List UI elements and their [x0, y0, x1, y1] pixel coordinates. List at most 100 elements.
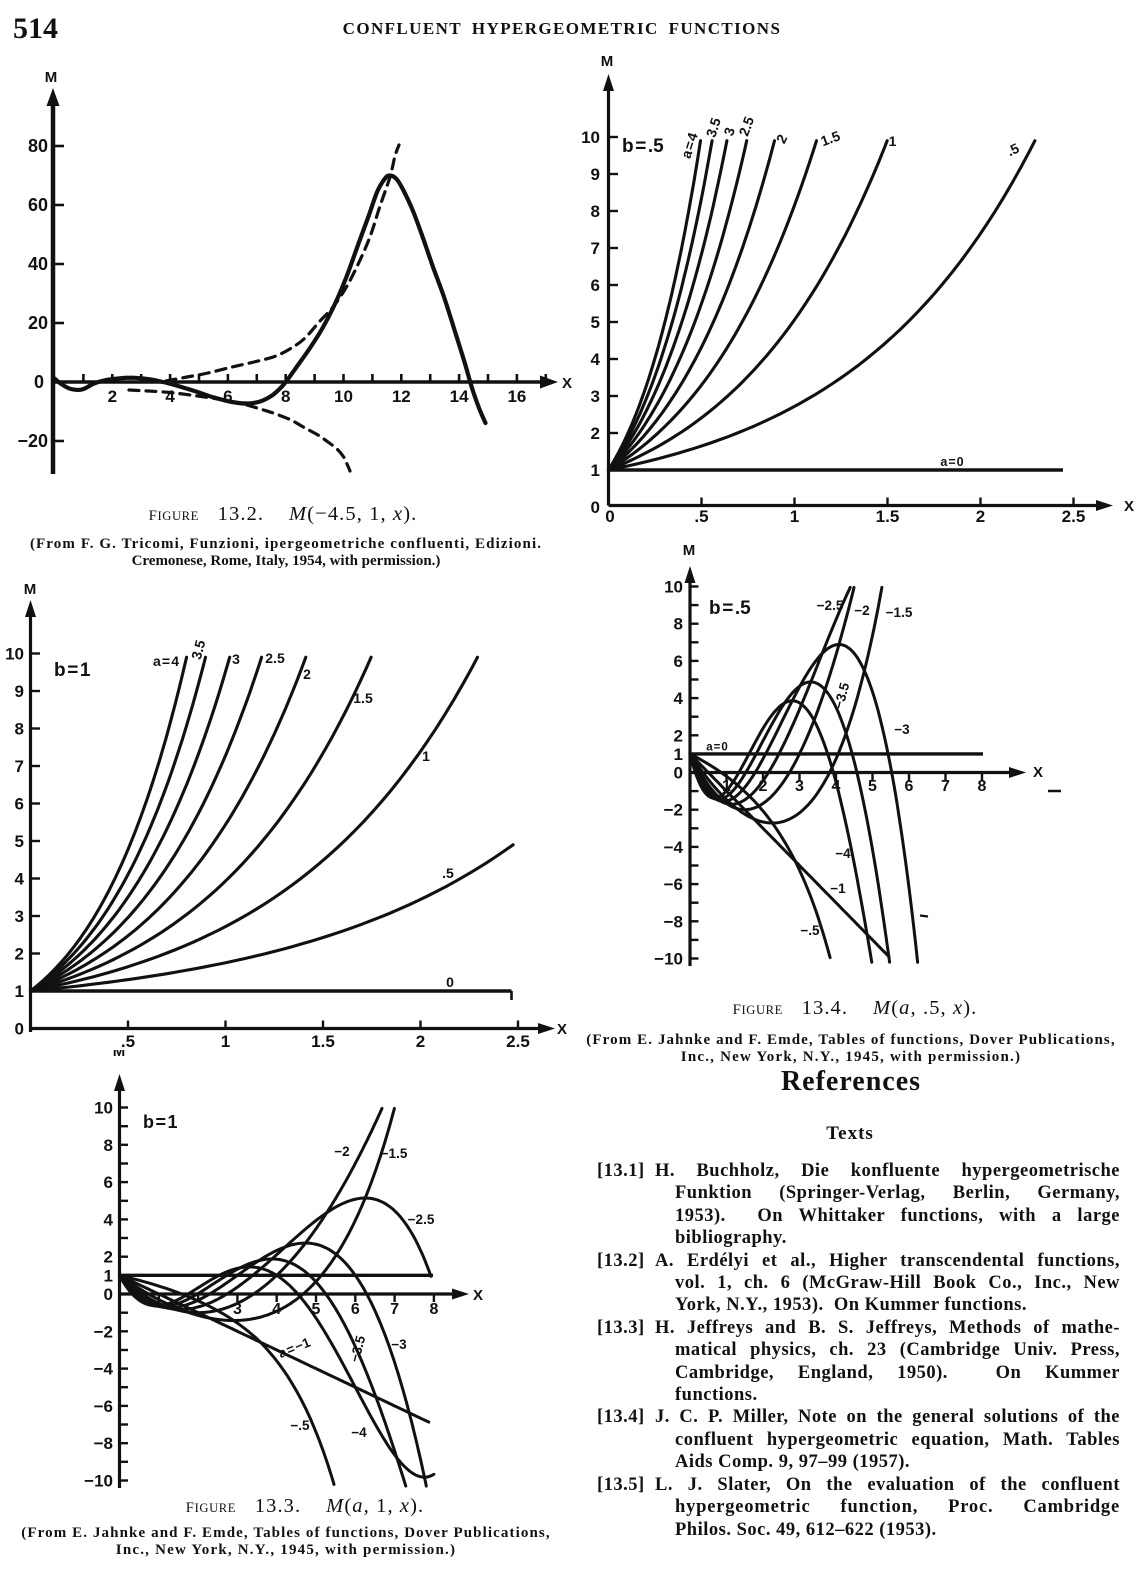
svg-text:b = 1: b = 1	[143, 1112, 178, 1132]
svg-text:−6: −6	[664, 875, 683, 894]
svg-text:X: X	[1033, 764, 1043, 781]
svg-text:1: 1	[591, 461, 600, 480]
svg-text:−8: −8	[664, 912, 683, 931]
svg-text:−2.5: −2.5	[408, 1212, 435, 1227]
svg-text:2: 2	[15, 945, 24, 964]
svg-text:2: 2	[759, 778, 768, 795]
svg-text:a = 0: a = 0	[940, 455, 963, 469]
svg-text:7: 7	[591, 239, 600, 258]
svg-text:b = 1: b = 1	[54, 660, 91, 681]
svg-text:14: 14	[450, 387, 469, 406]
svg-text:4: 4	[591, 350, 601, 369]
svg-text:0: 0	[104, 1285, 113, 1304]
svg-text:10: 10	[94, 1099, 113, 1118]
svg-text:3: 3	[591, 387, 600, 406]
svg-text:−10: −10	[84, 1472, 113, 1491]
svg-text:7: 7	[941, 778, 950, 795]
svg-text:8: 8	[15, 720, 24, 739]
svg-text:10: 10	[581, 128, 600, 147]
svg-text:−2.5: −2.5	[817, 598, 844, 613]
svg-text:a = 4: a = 4	[153, 653, 179, 669]
svg-text:2: 2	[303, 666, 311, 682]
svg-text:6: 6	[674, 652, 683, 671]
svg-text:2.5: 2.5	[735, 114, 757, 138]
svg-text:−2: −2	[334, 1144, 349, 1159]
svg-text:8: 8	[591, 202, 600, 221]
svg-text:80: 80	[28, 136, 48, 156]
svg-text:2: 2	[108, 387, 117, 406]
svg-text:5: 5	[312, 1301, 321, 1318]
svg-text:−1.5: −1.5	[381, 1146, 408, 1161]
svg-text:−10: −10	[654, 950, 683, 969]
svg-text:−4: −4	[351, 1425, 367, 1440]
svg-text:M: M	[683, 542, 696, 559]
svg-text:6: 6	[591, 276, 600, 295]
svg-text:8: 8	[429, 1301, 438, 1318]
svg-text:4: 4	[674, 689, 684, 708]
svg-text:4: 4	[15, 870, 25, 889]
svg-text:.5: .5	[694, 507, 708, 526]
svg-text:5: 5	[15, 832, 24, 851]
svg-text:0: 0	[34, 372, 44, 392]
svg-text:−2: −2	[94, 1322, 113, 1341]
svg-text:4: 4	[272, 1301, 281, 1318]
svg-text:3.5: 3.5	[703, 116, 724, 140]
svg-text:0: 0	[605, 507, 614, 526]
svg-text:4: 4	[104, 1210, 114, 1229]
svg-text:−2: −2	[664, 801, 683, 820]
svg-text:2: 2	[976, 507, 985, 526]
svg-text:b = .5: b = .5	[622, 136, 664, 157]
svg-text:2.5: 2.5	[506, 1032, 530, 1051]
svg-text:0: 0	[446, 974, 454, 990]
svg-text:16: 16	[507, 387, 526, 406]
svg-text:40: 40	[28, 254, 48, 274]
svg-text:.5: .5	[442, 865, 454, 881]
svg-text:1: 1	[674, 745, 683, 764]
svg-text:1.5: 1.5	[353, 690, 373, 706]
svg-text:8: 8	[674, 615, 683, 634]
svg-text:12: 12	[392, 387, 411, 406]
svg-text:−4: −4	[664, 838, 684, 857]
svg-text:0: 0	[674, 764, 683, 783]
svg-text:−3: −3	[894, 722, 910, 737]
svg-text:−4: −4	[835, 846, 851, 861]
svg-text:0: 0	[15, 1020, 24, 1039]
svg-text:X: X	[562, 375, 572, 392]
svg-text:6: 6	[905, 778, 914, 795]
svg-text:6: 6	[351, 1301, 360, 1318]
svg-text:−8: −8	[94, 1434, 113, 1453]
svg-text:−3: −3	[391, 1337, 407, 1352]
svg-text:M: M	[24, 581, 37, 598]
svg-text:2.5: 2.5	[265, 650, 285, 666]
svg-text:1: 1	[722, 778, 731, 795]
svg-text:3.5: 3.5	[188, 638, 209, 661]
svg-text:4: 4	[165, 387, 175, 406]
svg-text:3: 3	[233, 1301, 242, 1318]
svg-text:−20: −20	[17, 431, 48, 451]
svg-text:−3.5: −3.5	[831, 681, 853, 711]
svg-text:9: 9	[591, 165, 600, 184]
svg-text:6: 6	[223, 387, 232, 406]
svg-text:7: 7	[15, 757, 24, 776]
svg-text:5: 5	[591, 313, 600, 332]
svg-text:6: 6	[15, 795, 24, 814]
svg-text:a = 4: a = 4	[678, 130, 701, 160]
svg-text:7: 7	[390, 1301, 399, 1318]
svg-text:b = .5: b = .5	[709, 598, 751, 619]
svg-text:2: 2	[674, 726, 683, 745]
svg-text:10: 10	[664, 578, 683, 597]
svg-text:6: 6	[104, 1173, 113, 1192]
svg-text:−1.5: −1.5	[886, 605, 913, 620]
svg-text:1: 1	[15, 982, 24, 1001]
svg-text:8: 8	[281, 387, 290, 406]
svg-text:10: 10	[5, 645, 24, 664]
svg-text:−3.5: −3.5	[347, 1334, 369, 1364]
svg-text:10: 10	[334, 387, 353, 406]
svg-text:−4: −4	[94, 1360, 114, 1379]
svg-text:2.5: 2.5	[1062, 507, 1086, 526]
svg-text:2: 2	[416, 1032, 425, 1051]
svg-text:20: 20	[28, 313, 48, 333]
svg-text:−.5: −.5	[800, 923, 820, 938]
svg-text:−6: −6	[94, 1397, 113, 1416]
svg-text:3: 3	[15, 907, 24, 926]
